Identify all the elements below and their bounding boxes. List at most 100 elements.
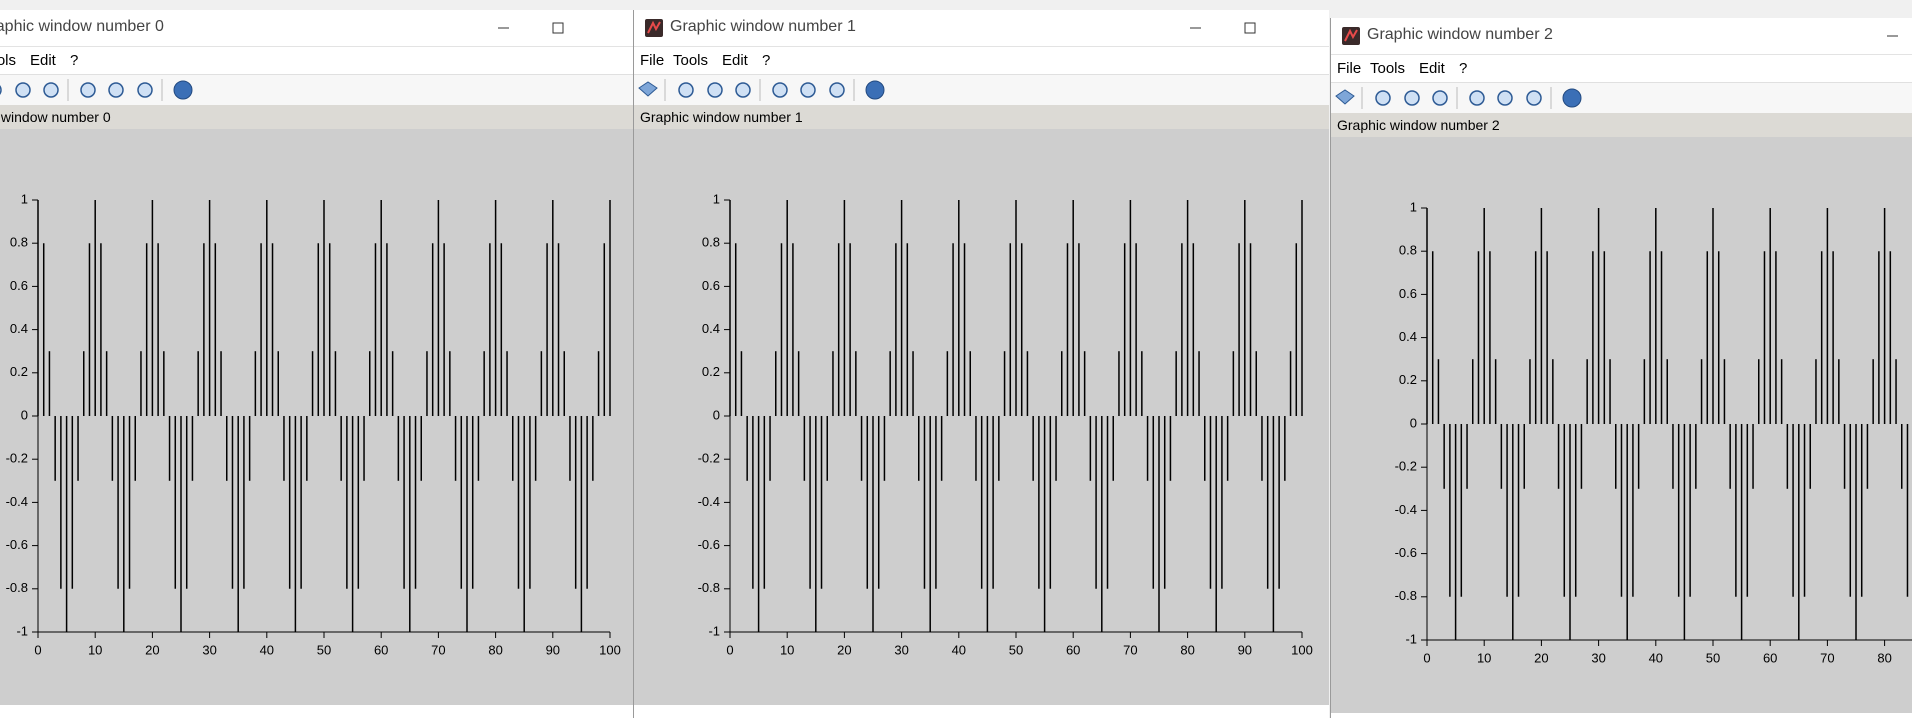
tool-button[interactable]: [1335, 89, 1355, 105]
tool-icon[interactable]: [678, 82, 694, 98]
window-icon: [645, 19, 663, 37]
tool-button[interactable]: [707, 82, 723, 98]
tool-button[interactable]: [1526, 90, 1542, 106]
tool-button[interactable]: [829, 82, 845, 98]
tool-icon[interactable]: [800, 82, 816, 98]
menu-item[interactable]: ?: [1459, 60, 1468, 77]
tool-button[interactable]: [1497, 90, 1513, 106]
x-tick-label: 10: [88, 642, 102, 657]
help-icon[interactable]: [173, 80, 193, 100]
tool-button[interactable]: [43, 82, 59, 98]
x-tick-label: 50: [317, 642, 331, 657]
tool-button[interactable]: [1469, 90, 1485, 106]
menu-item[interactable]: ?: [762, 52, 771, 69]
tool-button[interactable]: [1375, 90, 1391, 106]
tool-icon[interactable]: [772, 82, 788, 98]
chart: -1-0.8-0.6-0.4-0.200.20.40.60.810 10 20 30 4…: [1331, 137, 1912, 713]
y-tick-label: 0.2: [1399, 372, 1417, 387]
x-tick-label: 0: [1423, 650, 1430, 665]
icon-mark: [1344, 28, 1358, 42]
tool-button[interactable]: [80, 82, 96, 98]
tool-icon[interactable]: [707, 82, 723, 98]
tool-icon[interactable]: [1404, 90, 1420, 106]
x-tick-label: 20: [1534, 650, 1548, 665]
tool-button[interactable]: [865, 80, 885, 100]
tool-icon[interactable]: [1497, 90, 1513, 106]
y-tick-label: -0.2: [1395, 459, 1417, 474]
x-tick-label: 60: [1763, 650, 1777, 665]
tool-icon[interactable]: [1375, 90, 1391, 106]
menu-item[interactable]: Edit: [722, 52, 748, 69]
menu-item[interactable]: ?: [70, 52, 79, 69]
x-tick-label: 60: [1066, 642, 1080, 657]
window-title: Graphic window number 0: [0, 18, 164, 35]
tool-button[interactable]: [678, 82, 694, 98]
tool-button[interactable]: [800, 82, 816, 98]
tool-button[interactable]: [108, 82, 124, 98]
tool-button[interactable]: [772, 82, 788, 98]
x-tick-label: 20: [837, 642, 851, 657]
tool-button[interactable]: [735, 82, 751, 98]
chart: -1-0.8-0.6-0.4-0.200.20.40.60.810 10 20 30 4…: [0, 129, 637, 705]
menu-item[interactable]: File: [1337, 60, 1362, 77]
y-tick-label: -0.6: [6, 537, 28, 552]
tool-button[interactable]: [137, 82, 153, 98]
tool-icon[interactable]: [108, 82, 124, 98]
x-tick-label: 70: [1820, 650, 1834, 665]
x-tick-label: 100: [1291, 642, 1313, 657]
tool-button[interactable]: [1562, 88, 1582, 108]
tool-icon[interactable]: [1526, 90, 1542, 106]
y-tick-label: 0.2: [10, 364, 28, 379]
menu-item[interactable]: Edit: [1419, 60, 1445, 77]
x-tick-label: 30: [1591, 650, 1605, 665]
icon-mark: [647, 20, 661, 34]
toolbar: [634, 74, 1329, 105]
tool-button[interactable]: [15, 82, 31, 98]
tool-button[interactable]: [638, 81, 658, 97]
help-icon[interactable]: [865, 80, 885, 100]
tool-icon[interactable]: [80, 82, 96, 98]
toolbar-icons: [0, 79, 193, 101]
window-controls: [498, 22, 564, 34]
tool-icon[interactable]: [0, 83, 2, 97]
x-tick-label: 30: [202, 642, 216, 657]
tool-icon[interactable]: [1432, 90, 1448, 106]
menu-item[interactable]: Tools: [1370, 60, 1406, 77]
tool-button[interactable]: [1432, 90, 1448, 106]
tool-icon[interactable]: [137, 82, 153, 98]
toolbar-icons: [638, 79, 885, 101]
menu-item[interactable]: Tools: [673, 52, 709, 69]
menu-item[interactable]: Edit: [30, 52, 56, 69]
y-tick-label: 0.8: [10, 235, 28, 250]
tool-button[interactable]: [0, 83, 2, 97]
x-tick-label: 90: [1238, 642, 1252, 657]
window-controls: [1887, 35, 1898, 37]
x-tick-label: 10: [1477, 650, 1491, 665]
rotate-icon[interactable]: [638, 81, 658, 97]
tool-button[interactable]: [1404, 90, 1420, 106]
tool-icon[interactable]: [15, 82, 31, 98]
toolbar: [1331, 82, 1912, 113]
window-title: Graphic window number 1: [670, 18, 856, 35]
x-tick-label: 50: [1706, 650, 1720, 665]
tool-icon[interactable]: [829, 82, 845, 98]
maximize-button[interactable]: [1244, 22, 1256, 34]
graphic-window: Graphic window number 1 File Tools Edit? Gra…: [633, 10, 1329, 718]
y-tick-label: 1: [1410, 199, 1417, 214]
menu-bar: File Tools Edit?: [634, 46, 1329, 74]
menu-item[interactable]: Tools: [0, 52, 17, 69]
tool-icon[interactable]: [43, 82, 59, 98]
maximize-button[interactable]: [552, 22, 564, 34]
help-icon[interactable]: [1562, 88, 1582, 108]
y-tick-label: -0.8: [6, 580, 28, 595]
tool-icon[interactable]: [1469, 90, 1485, 106]
graphic-window: Graphic window number 0FileToolsEdit?Gra…: [0, 10, 637, 718]
x-tick-label: 80: [1180, 642, 1194, 657]
tool-icon[interactable]: [735, 82, 751, 98]
menu-item[interactable]: File: [640, 52, 665, 69]
tool-button[interactable]: [173, 80, 193, 100]
rotate-icon[interactable]: [1335, 89, 1355, 105]
x-tick-label: 90: [546, 642, 560, 657]
plot-background: [0, 129, 637, 705]
